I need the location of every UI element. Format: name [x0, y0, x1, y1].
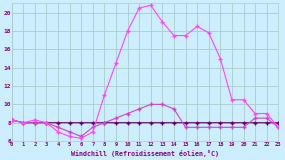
X-axis label: Windchill (Refroidissement éolien,°C): Windchill (Refroidissement éolien,°C) [71, 150, 219, 156]
